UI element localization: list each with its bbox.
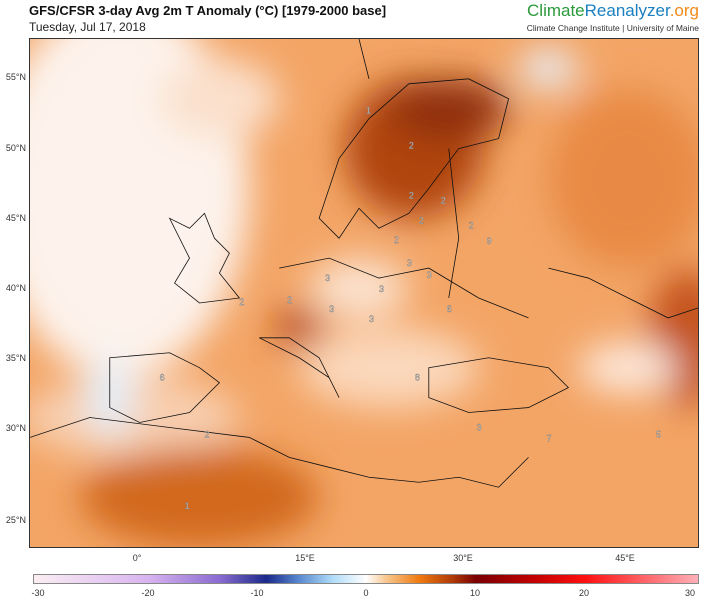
lat-label: 50°N — [5, 143, 26, 153]
contour-label: 1 — [185, 501, 190, 511]
contour-label: 2 — [239, 297, 244, 307]
map-title: GFS/CFSR 3-day Avg 2m T Anomaly (°C) [19… — [29, 3, 387, 18]
contour-label: 9 — [487, 236, 492, 246]
contour-label: 2 — [441, 195, 446, 205]
contour-label: 6 — [447, 304, 452, 314]
lat-label: 55°N — [5, 72, 26, 82]
contour-label: 3 — [325, 273, 330, 283]
lat-label: 35°N — [5, 353, 26, 363]
contour-label: 2 — [287, 295, 292, 305]
brand-org: .org — [669, 1, 699, 20]
colorbar-tick: 10 — [469, 588, 481, 598]
lon-label: 45°E — [615, 553, 635, 563]
colorbar-tick: -20 — [141, 588, 155, 598]
coastlines — [30, 39, 698, 488]
brand-part2: Reanalyzer — [584, 1, 670, 20]
contour-label: 3 — [329, 304, 334, 314]
contour-label: 2 — [204, 429, 209, 439]
colorbar-tick: 30 — [684, 588, 696, 598]
contour-label: 5 — [656, 429, 661, 439]
colorbar-tick: 20 — [578, 588, 590, 598]
lat-label: 25°N — [5, 515, 26, 525]
contour-label: 2 — [394, 235, 399, 245]
contour-label: 2 — [469, 220, 474, 230]
colorbar — [33, 574, 699, 584]
lat-label: 30°N — [5, 423, 26, 433]
contour-label: 1 — [366, 106, 371, 116]
contour-label: 7 — [546, 433, 551, 443]
contour-label: 6 — [160, 373, 165, 383]
contour-label: 3 — [477, 422, 482, 432]
anomaly-map: 2 2 2 2 1 2 2 3 3 9 2 2 3 3 6 3 3 8 6 2 … — [29, 38, 699, 548]
lat-label: 40°N — [5, 283, 26, 293]
lon-label: 30°E — [453, 553, 473, 563]
contour-label: 2 — [409, 190, 414, 200]
colorbar-tick: 0 — [363, 588, 369, 598]
contour-label: 3 — [369, 314, 374, 324]
contour-label: 2 — [409, 141, 414, 151]
brand-subtitle: Climate Change Institute | University of… — [526, 23, 699, 33]
brand-part1: Climate — [527, 1, 585, 20]
contour-labels: 2 2 2 2 1 2 2 3 3 9 2 2 3 3 6 3 3 8 6 2 … — [159, 106, 661, 512]
colorbar-tick: -30 — [31, 588, 45, 598]
map-date: Tuesday, Jul 17, 2018 — [29, 20, 146, 34]
lon-label: 15°E — [295, 553, 315, 563]
colorbar-tick: -10 — [250, 588, 264, 598]
brand-logo[interactable]: ClimateReanalyzer.org — [527, 1, 699, 20]
lon-label: 0° — [132, 553, 142, 563]
contour-label: 3 — [379, 284, 384, 294]
contour-label: 8 — [415, 373, 420, 383]
contour-label: 3 — [407, 258, 412, 268]
lat-label: 45°N — [5, 213, 26, 223]
contour-label: 2 — [419, 215, 424, 225]
contour-label: 3 — [427, 270, 432, 280]
